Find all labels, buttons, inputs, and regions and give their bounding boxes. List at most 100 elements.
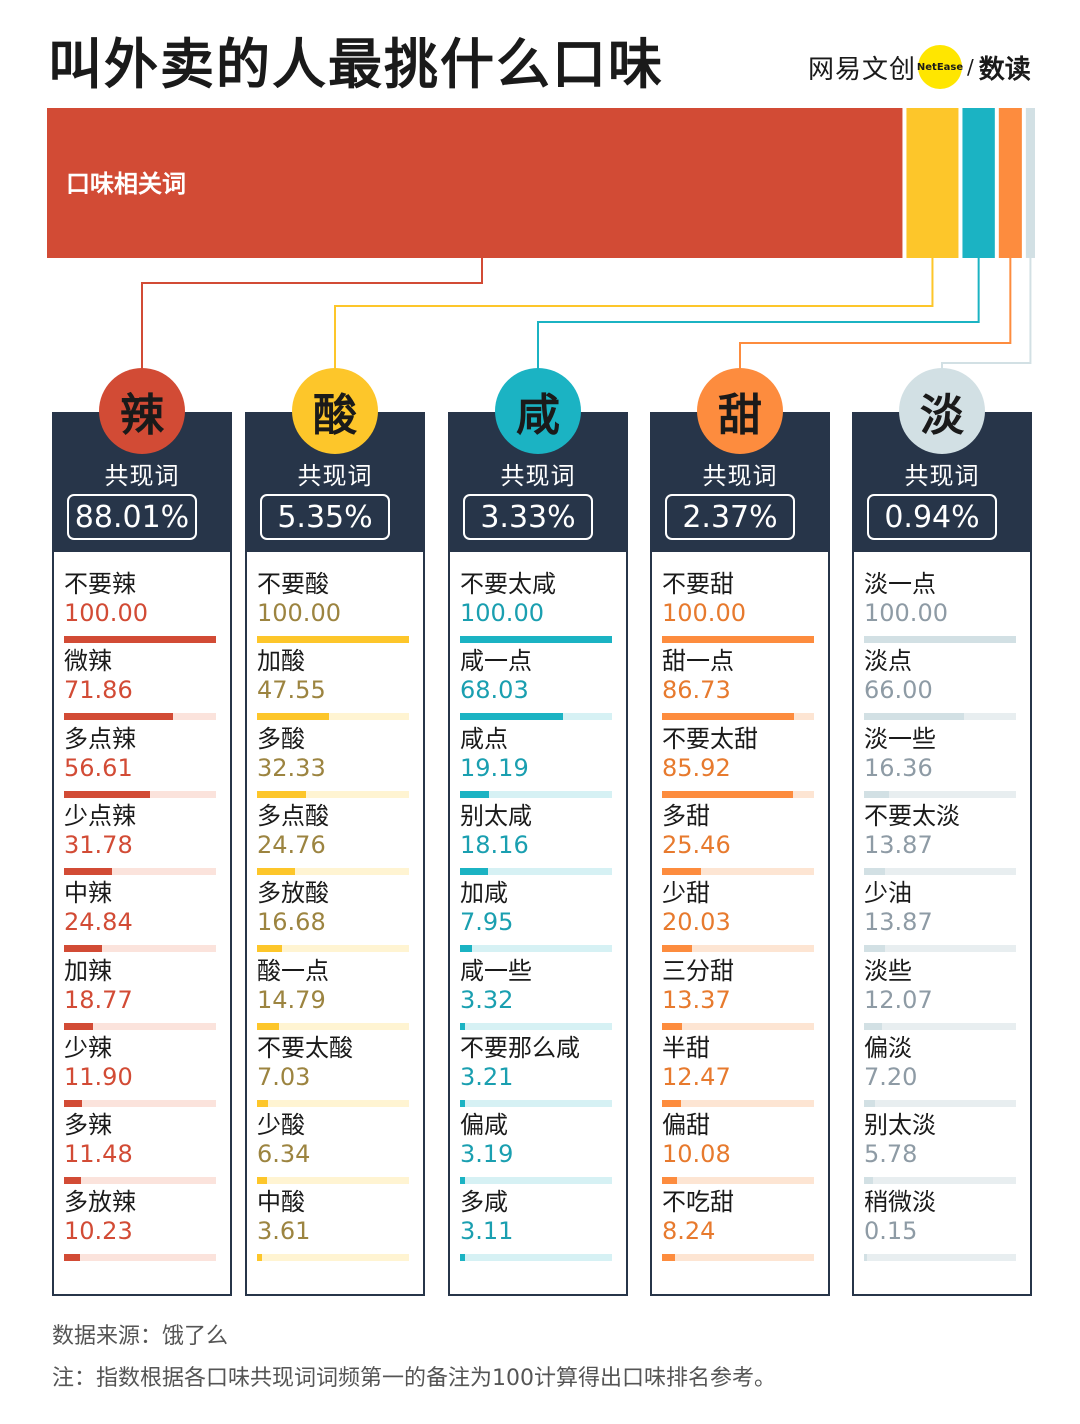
bar-fill bbox=[460, 945, 473, 953]
column-header: 共现词 5.35% bbox=[247, 414, 423, 552]
bar-fill bbox=[64, 1099, 83, 1107]
item-label: 不要太淡 bbox=[864, 801, 960, 830]
item-value: 5.78 bbox=[864, 1140, 918, 1169]
item-label: 偏淡 bbox=[864, 1033, 912, 1062]
bar-fill bbox=[662, 1254, 675, 1262]
bar-fill bbox=[460, 867, 488, 875]
flavor-column-3: 共现词 3.33% 不要太咸 100.00 咸一点 68.03 咸点 19.19 别太咸 18.1… bbox=[448, 412, 628, 1296]
bar-track bbox=[662, 945, 814, 953]
bar-fill bbox=[864, 1177, 873, 1185]
item-value: 12.47 bbox=[662, 1062, 731, 1091]
bar-track bbox=[64, 867, 216, 875]
bar-track bbox=[257, 1177, 409, 1185]
bar-fill bbox=[662, 636, 814, 643]
bar-track bbox=[257, 790, 409, 798]
list-item: 少油 13.87 bbox=[864, 879, 1016, 957]
item-value: 71.86 bbox=[64, 676, 133, 705]
flavor-circle-4: 甜 bbox=[697, 368, 783, 454]
bar-fill bbox=[864, 1099, 875, 1107]
item-value: 68.03 bbox=[460, 676, 529, 705]
list-item: 不要甜 100.00 bbox=[662, 570, 814, 648]
logo-dot-icon: NetEase bbox=[917, 45, 963, 89]
share-percent: 88.01% bbox=[67, 494, 197, 540]
item-value: 10.08 bbox=[662, 1140, 731, 1169]
bar-fill bbox=[460, 1099, 465, 1107]
item-label: 少点辣 bbox=[64, 801, 136, 830]
flavor-circle-2: 酸 bbox=[292, 368, 378, 454]
item-label: 少油 bbox=[864, 879, 912, 908]
bar-track bbox=[257, 867, 409, 875]
share-percent: 2.37% bbox=[665, 494, 795, 540]
bar-fill bbox=[662, 790, 793, 798]
co-label: 共现词 bbox=[904, 462, 980, 490]
list-item: 少辣 11.90 bbox=[64, 1034, 216, 1112]
bar-fill bbox=[662, 1099, 681, 1107]
bar-fill bbox=[257, 945, 283, 953]
bar-track bbox=[460, 867, 612, 875]
bar-track bbox=[460, 636, 612, 643]
bar-track bbox=[64, 636, 216, 643]
list-item: 不要那么咸 3.21 bbox=[460, 1034, 612, 1112]
bar-track bbox=[64, 790, 216, 798]
list-item: 加酸 47.55 bbox=[257, 647, 409, 725]
item-value: 25.46 bbox=[662, 830, 731, 859]
logo-separator: / bbox=[967, 55, 974, 79]
item-label: 多咸 bbox=[460, 1188, 508, 1217]
flavor-share-chart: 口味相关词 bbox=[47, 108, 1035, 375]
list-item: 少甜 20.03 bbox=[662, 879, 814, 957]
item-value: 100.00 bbox=[662, 599, 746, 627]
bar-fill bbox=[864, 713, 965, 721]
bar-track bbox=[460, 945, 612, 953]
bar-fill bbox=[662, 1177, 678, 1185]
bar-fill bbox=[257, 636, 409, 643]
bar-fill bbox=[64, 945, 102, 953]
list-item: 咸点 19.19 bbox=[460, 725, 612, 803]
list-item: 稍微淡 0.15 bbox=[864, 1188, 1016, 1266]
item-value: 19.19 bbox=[460, 753, 529, 782]
item-label: 酸一点 bbox=[257, 956, 329, 985]
item-value: 13.87 bbox=[864, 830, 933, 859]
bar-track bbox=[864, 713, 1016, 721]
bar-track bbox=[662, 1022, 814, 1030]
item-value: 56.61 bbox=[64, 753, 133, 782]
list-item: 酸一点 14.79 bbox=[257, 957, 409, 1035]
flavor-column-5: 共现词 0.94% 淡一点 100.00 淡点 66.00 淡一些 16.36 不要太淡 13.8… bbox=[852, 412, 1032, 1296]
item-value: 100.00 bbox=[864, 599, 948, 627]
share-bar-5 bbox=[1025, 108, 1035, 258]
bar-fill bbox=[257, 790, 307, 798]
bar-track bbox=[257, 1099, 409, 1107]
item-value: 85.92 bbox=[662, 753, 731, 782]
item-value: 18.77 bbox=[64, 985, 133, 1014]
item-value: 100.00 bbox=[64, 599, 148, 627]
bar-track bbox=[460, 1177, 612, 1185]
data-source: 数据来源：饿了么 bbox=[52, 1324, 229, 1349]
bar-track bbox=[864, 945, 1016, 953]
item-value: 7.20 bbox=[864, 1062, 918, 1091]
list-item: 三分甜 13.37 bbox=[662, 957, 814, 1035]
list-item: 不要辣 100.00 bbox=[64, 570, 216, 648]
bar-fill bbox=[460, 1254, 465, 1262]
bar-fill bbox=[64, 1022, 93, 1030]
list-item: 偏淡 7.20 bbox=[864, 1034, 1016, 1112]
item-value: 8.24 bbox=[662, 1217, 716, 1246]
list-item: 别太淡 5.78 bbox=[864, 1111, 1016, 1189]
bar-track bbox=[257, 1022, 409, 1030]
list-item: 半甜 12.47 bbox=[662, 1034, 814, 1112]
item-label: 咸点 bbox=[460, 724, 508, 753]
bar-track bbox=[460, 1022, 612, 1030]
bar-fill bbox=[662, 1022, 683, 1030]
list-item: 加咸 7.95 bbox=[460, 879, 612, 957]
connector-line-1 bbox=[141, 258, 483, 375]
flavor-circle-1: 辣 bbox=[99, 368, 185, 454]
list-item: 多酸 32.33 bbox=[257, 725, 409, 803]
logo-product: 数读 bbox=[978, 54, 1031, 85]
bar-track bbox=[662, 1254, 814, 1262]
list-item: 咸一点 68.03 bbox=[460, 647, 612, 725]
item-label: 加辣 bbox=[64, 956, 112, 985]
bar-fill bbox=[64, 1177, 82, 1185]
list-item: 淡一些 16.36 bbox=[864, 725, 1016, 803]
list-item: 别太咸 18.16 bbox=[460, 802, 612, 880]
item-value: 13.37 bbox=[662, 985, 731, 1014]
bar-fill bbox=[662, 713, 794, 721]
item-label: 稍微淡 bbox=[864, 1188, 936, 1217]
